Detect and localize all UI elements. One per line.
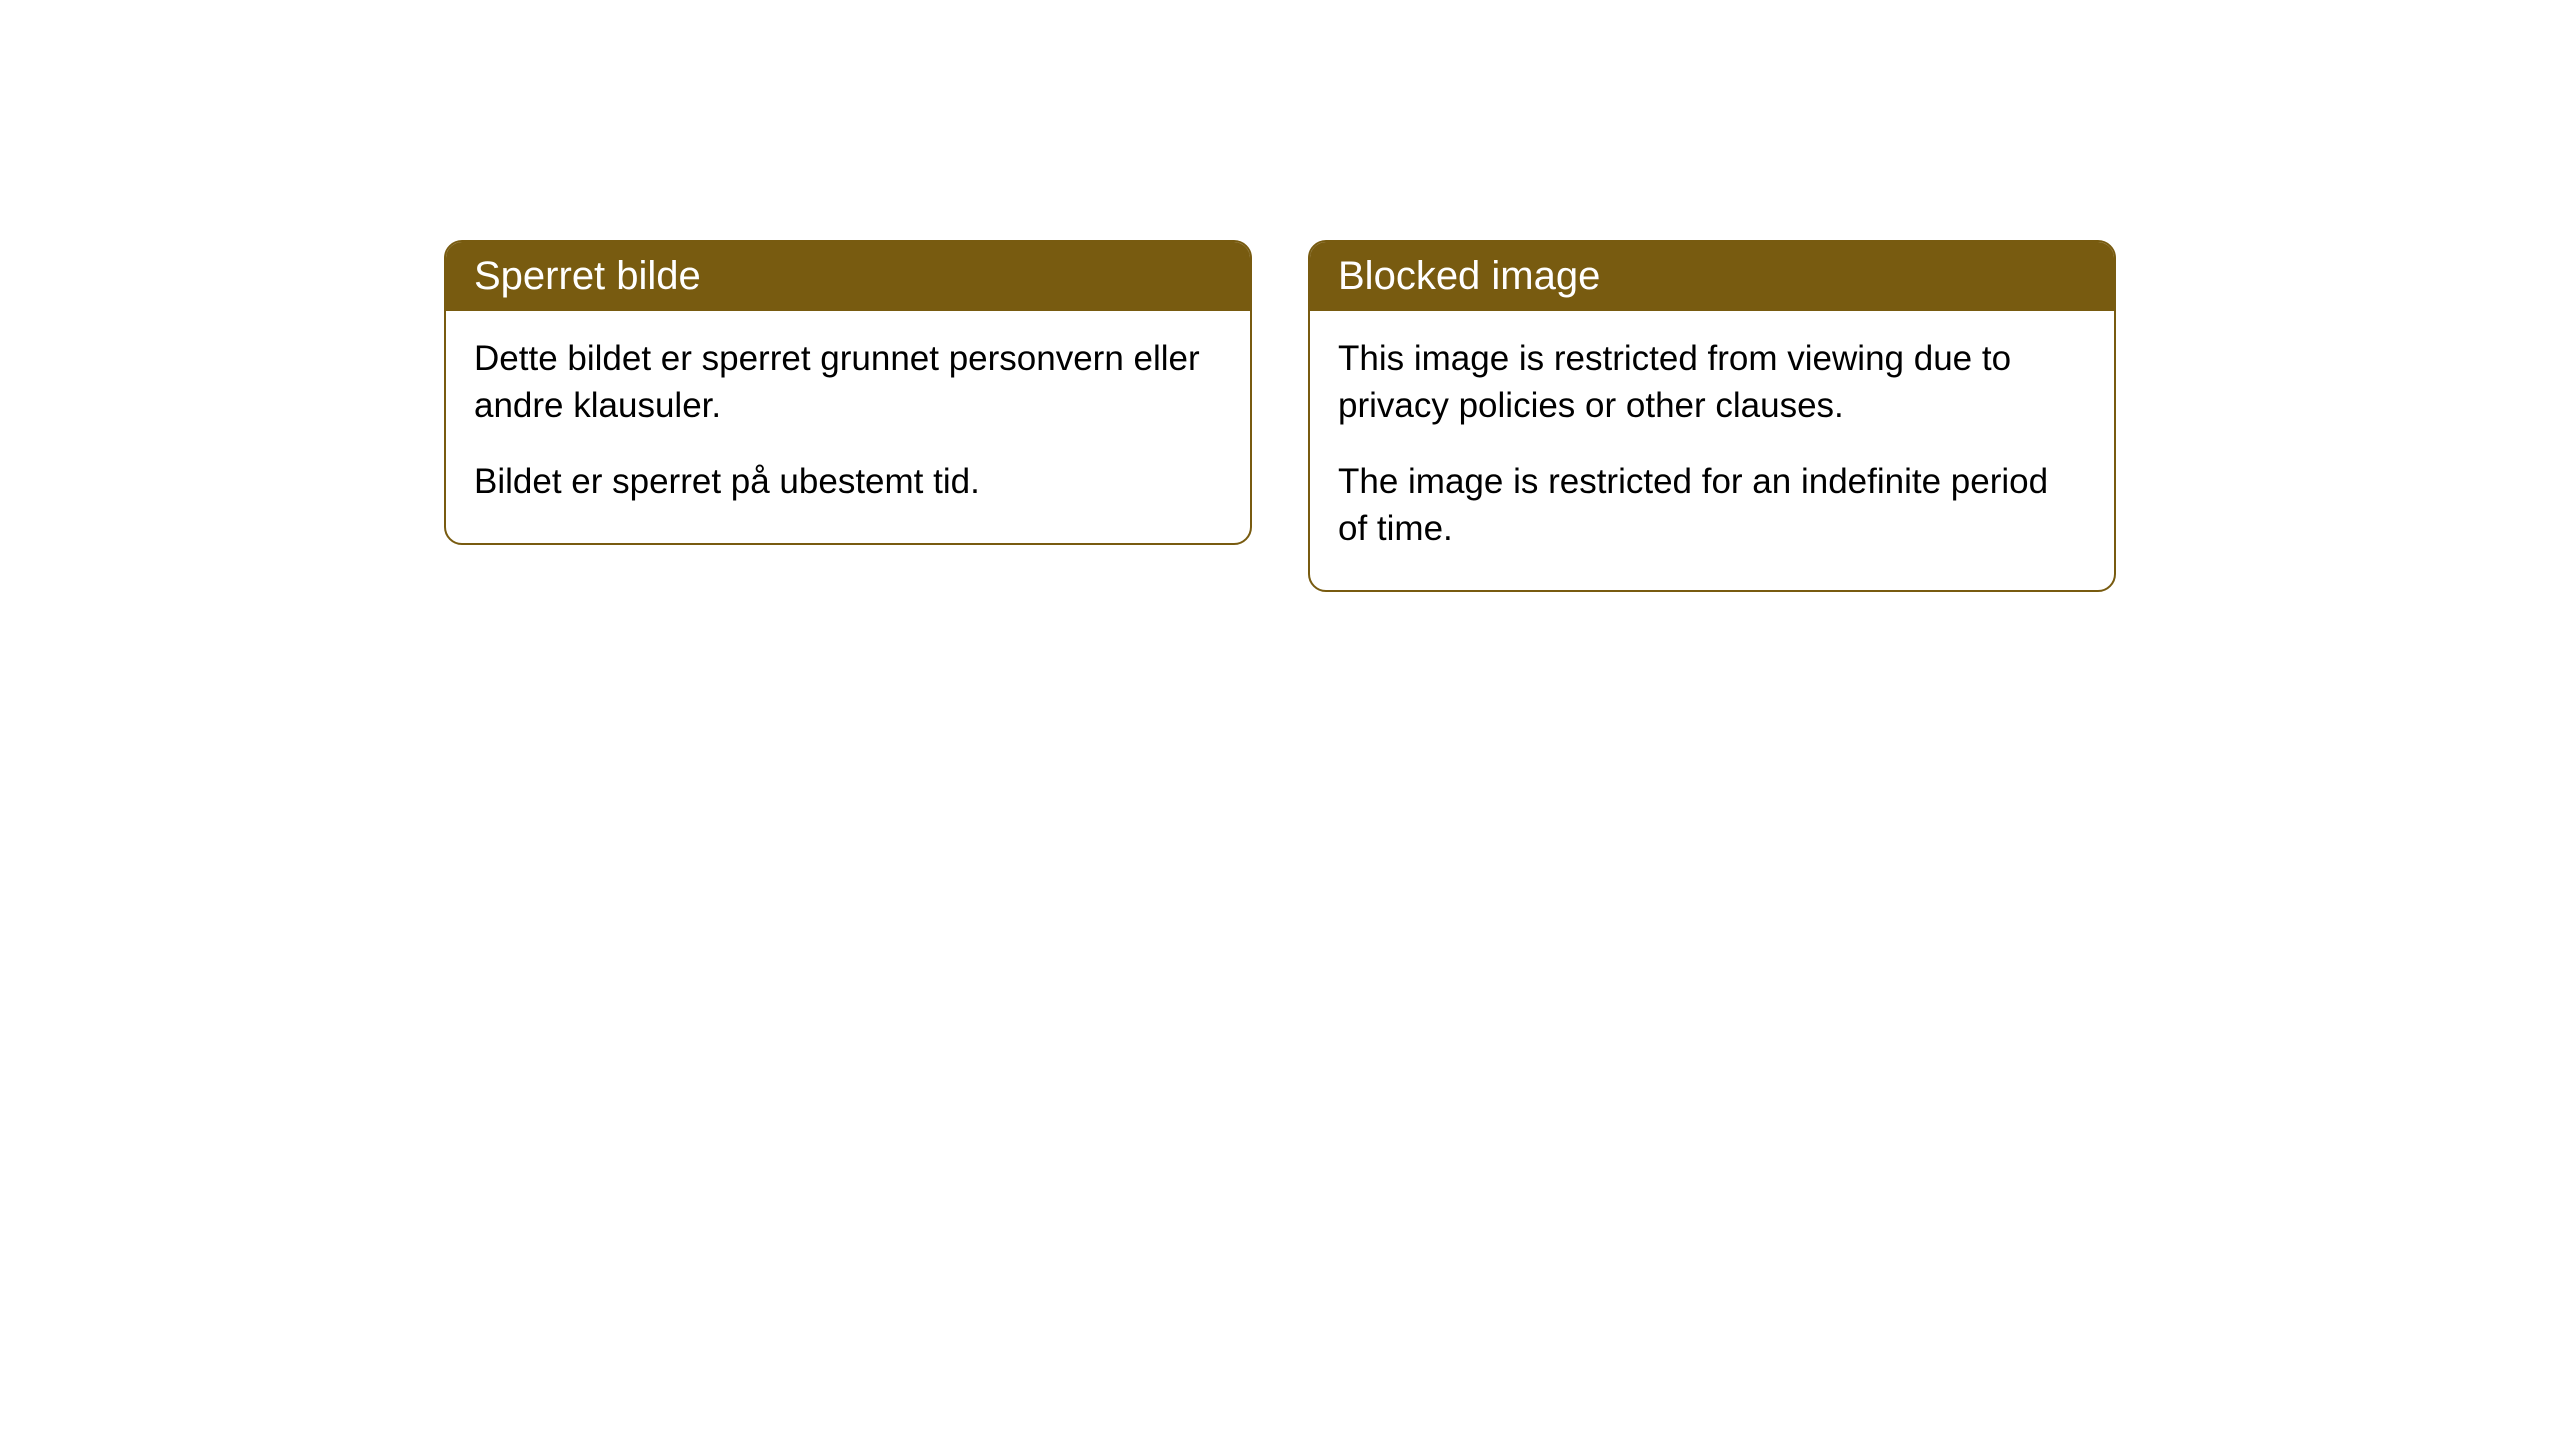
- card-paragraph: Dette bildet er sperret grunnet personve…: [474, 335, 1222, 430]
- card-paragraph: Bildet er sperret på ubestemt tid.: [474, 458, 1222, 505]
- card-body: This image is restricted from viewing du…: [1310, 311, 2114, 590]
- card-body: Dette bildet er sperret grunnet personve…: [446, 311, 1250, 543]
- card-paragraph: This image is restricted from viewing du…: [1338, 335, 2086, 430]
- info-cards-container: Sperret bilde Dette bildet er sperret gr…: [444, 240, 2116, 1440]
- card-title: Sperret bilde: [446, 242, 1250, 311]
- blocked-image-card-english: Blocked image This image is restricted f…: [1308, 240, 2116, 592]
- card-title: Blocked image: [1310, 242, 2114, 311]
- card-paragraph: The image is restricted for an indefinit…: [1338, 458, 2086, 553]
- blocked-image-card-norwegian: Sperret bilde Dette bildet er sperret gr…: [444, 240, 1252, 545]
